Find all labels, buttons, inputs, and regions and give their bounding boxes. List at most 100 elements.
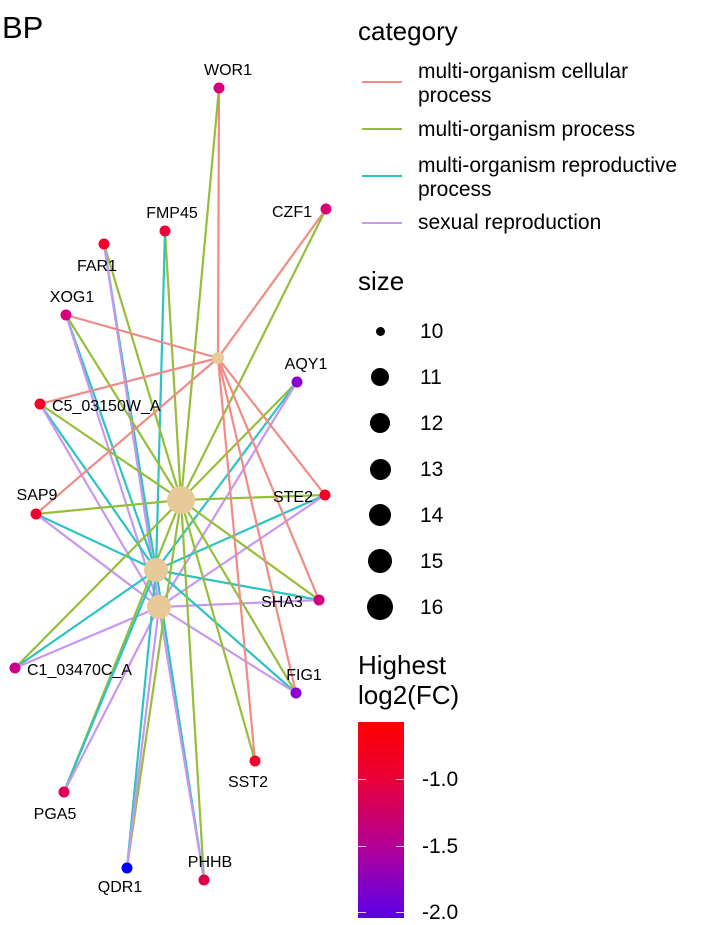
gene-label-xog1: XOG1: [50, 289, 95, 306]
gene-label-ste2: STE2: [273, 489, 313, 506]
edge-aqy1-1: [180, 381, 298, 501]
gene-label-wor1: WOR1: [204, 62, 252, 79]
edge-qdr1-1: [125, 499, 183, 869]
edge-sha3-3: [158, 598, 320, 609]
gene-node-sap9: [30, 508, 42, 520]
edge-sha3-0: [216, 357, 321, 601]
color-bar-tick-right-1: [396, 779, 404, 780]
size-dot-12: [370, 413, 390, 433]
edge-xog1-2: [64, 314, 158, 571]
edge-xog1-3: [64, 314, 161, 608]
legend-line-reproductive: [362, 175, 402, 177]
size-legend-title: size: [358, 266, 405, 296]
edge-qdr1-3: [125, 606, 161, 869]
network-edges: [14, 87, 327, 881]
category-node-1: [167, 486, 195, 514]
size-label-14: 14: [420, 504, 444, 527]
legend-label-process: multi-organism process: [418, 118, 636, 141]
edge-phhb-1: [179, 499, 206, 881]
edge-c5_03150w_a-1: [39, 403, 182, 501]
color-bar-tick-right-3: [396, 912, 404, 913]
edge-sst2-0: [216, 357, 257, 762]
edge-pga5-2: [62, 569, 158, 793]
edge-pga5-3: [63, 606, 160, 793]
color-tick-label-3: -2.0: [422, 901, 459, 924]
gene-node-pga5: [58, 786, 70, 798]
edge-czf1-1: [180, 208, 327, 501]
gene-node-xog1: [60, 309, 72, 321]
edge-fmp45-1: [163, 230, 183, 501]
gene-label-sap9: SAP9: [17, 487, 58, 504]
size-label-10: 10: [420, 320, 444, 343]
network-nodes: [9, 82, 332, 886]
edge-fig1-1: [180, 499, 297, 694]
gene-node-sst2: [249, 755, 261, 767]
size-dot-13: [370, 459, 391, 480]
edge-sap9-2: [35, 513, 157, 571]
edge-far1-1: [102, 243, 183, 501]
edge-fig1-0: [216, 357, 298, 694]
edge-aqy1-3: [158, 381, 298, 608]
edge-xog1-1: [65, 314, 182, 501]
edge-c1_03470c_a-2: [14, 569, 157, 669]
color-tick-label-2: -1.5: [422, 835, 459, 858]
category-node-0: [212, 352, 224, 364]
gene-label-phhb: PHHB: [188, 854, 232, 871]
gene-node-fig1: [290, 687, 302, 699]
edge-fig1-2: [155, 569, 297, 694]
edge-ste2-1: [180, 493, 326, 502]
edge-fig1-3: [158, 606, 297, 694]
edge-ste2-0: [217, 357, 326, 496]
edge-far1-3: [102, 243, 161, 608]
size-label-16: 16: [420, 596, 444, 619]
color-bar-tick-left-2: [358, 846, 366, 847]
gene-node-qdr1: [121, 862, 133, 874]
legend-label-sexual: sexual reproduction: [418, 211, 602, 234]
edge-qdr1-2: [125, 569, 158, 869]
gene-label-fmp45: FMP45: [146, 205, 198, 222]
edge-sap9-0: [35, 357, 219, 515]
color-bar: [358, 722, 404, 918]
edge-sst2-1: [179, 499, 257, 762]
gene-node-czf1: [320, 203, 332, 215]
edge-c5_03150w_a-3: [39, 403, 160, 608]
gene-label-czf1: CZF1: [272, 204, 312, 221]
gene-node-ste2: [319, 489, 331, 501]
edge-sha3-1: [180, 499, 320, 601]
gene-label-c5_03150w_a: C5_03150W_A: [52, 398, 161, 415]
edge-c5_03150w_a-0: [39, 356, 219, 406]
size-label-12: 12: [420, 412, 444, 435]
size-label-11: 11: [420, 366, 442, 389]
edge-sha3-2: [155, 568, 320, 602]
color-tick-label-1: -1.0: [422, 768, 459, 791]
gene-node-wor1: [213, 82, 225, 94]
size-dot-10: [376, 327, 385, 336]
gene-label-qdr1: QDR1: [98, 879, 143, 896]
size-dot-14: [369, 504, 391, 526]
gene-node-fmp45: [159, 225, 171, 237]
legend-label-reproductive: multi-organism reproductive process: [418, 154, 678, 201]
edge-wor1-0: [216, 87, 221, 359]
plot-title: BP: [2, 10, 44, 45]
size-label-13: 13: [420, 458, 444, 481]
network-labels: WOR1 CZF1 FMP45 FAR1 XOG1 AQY1 C5_03150W_A STE2…: [17, 62, 328, 896]
edge-aqy1-2: [155, 381, 298, 571]
gene-label-sst2: SST2: [228, 774, 268, 791]
edge-wor1-1: [179, 87, 221, 501]
edge-fmp45-2: [154, 230, 167, 571]
legend-label-cellular: multi-organism cellular process: [418, 60, 629, 107]
legend-line-process: [362, 128, 402, 130]
edge-phhb-3: [157, 606, 206, 881]
edge-c5_03150w_a-2: [39, 403, 157, 571]
edge-c1_03470c_a-1: [14, 499, 182, 669]
gene-label-aqy1: AQY1: [285, 356, 328, 373]
category-node-3: [147, 595, 171, 619]
edge-czf1-0: [217, 208, 327, 359]
color-bar-tick-left-3: [358, 912, 366, 913]
size-dot-15: [368, 549, 392, 573]
category-legend-title: category: [358, 16, 458, 46]
gene-label-c1_03470c_a: C1_03470C_A: [27, 662, 132, 679]
size-dot-16: [367, 594, 393, 620]
gene-label-sha3: SHA3: [261, 594, 303, 611]
